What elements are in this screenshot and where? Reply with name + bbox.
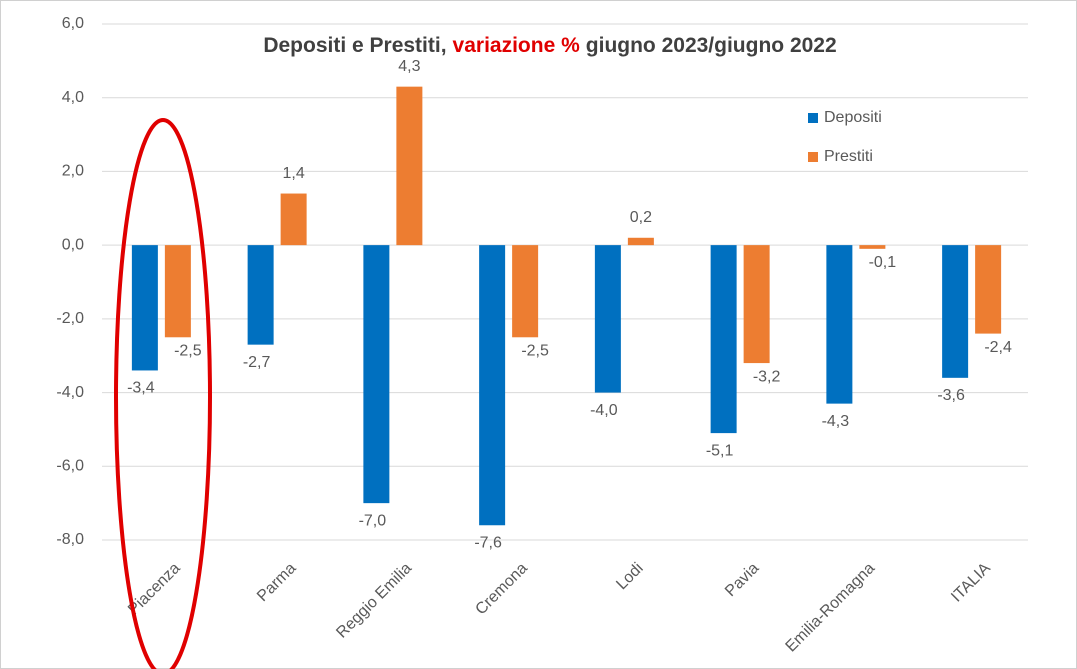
legend-label: Depositi [824,109,882,126]
bar [743,245,770,364]
data-label: -2,5 [521,343,549,360]
bar [164,245,191,338]
data-label: 0,2 [630,209,652,226]
chart-title: Depositi e Prestiti, variazione % giugno 2… [263,34,836,57]
data-label: -3,4 [127,380,155,397]
data-label: -2,5 [174,343,202,360]
bar [396,86,423,246]
data-label: -7,0 [359,512,387,529]
y-tick-label: 6,0 [62,15,84,32]
y-tick-label: -4,0 [56,384,84,401]
data-label: -3,2 [753,368,781,385]
y-tick-label: -6,0 [56,458,84,475]
bar [942,245,969,378]
data-label: -2,4 [984,339,1012,356]
data-label: -0,1 [869,254,897,271]
y-tick-label: 0,0 [62,236,84,253]
bar [512,245,539,338]
y-tick-label: 2,0 [62,163,84,180]
highlight-ellipse [114,118,212,669]
bar [479,245,506,526]
y-tick-label: -8,0 [56,531,84,548]
bar [280,193,307,246]
bar [627,237,654,246]
bar [826,245,853,404]
y-tick-label: -2,0 [56,310,84,327]
bar [363,245,390,504]
data-label: 1,4 [283,165,305,182]
data-label: -3,6 [937,387,965,404]
y-tick-label: 4,0 [62,89,84,106]
bar [859,245,886,249]
legend-swatch [808,152,818,162]
data-label: 4,3 [398,58,420,75]
bar [247,245,274,345]
legend-label: Prestiti [824,148,873,165]
data-label: -5,1 [706,442,734,459]
bar [975,245,1002,334]
legend-swatch [808,113,818,123]
title-part: variazione % [453,34,581,57]
bar [131,245,158,371]
data-label: -4,0 [590,402,618,419]
data-label: -2,7 [243,354,271,371]
title-part: Depositi e Prestiti, [263,34,446,57]
bar [710,245,737,434]
data-label: -7,6 [474,534,502,551]
data-label: -4,3 [822,413,850,430]
bar [594,245,621,393]
title-part: giugno 2023/giugno 2022 [586,34,837,57]
